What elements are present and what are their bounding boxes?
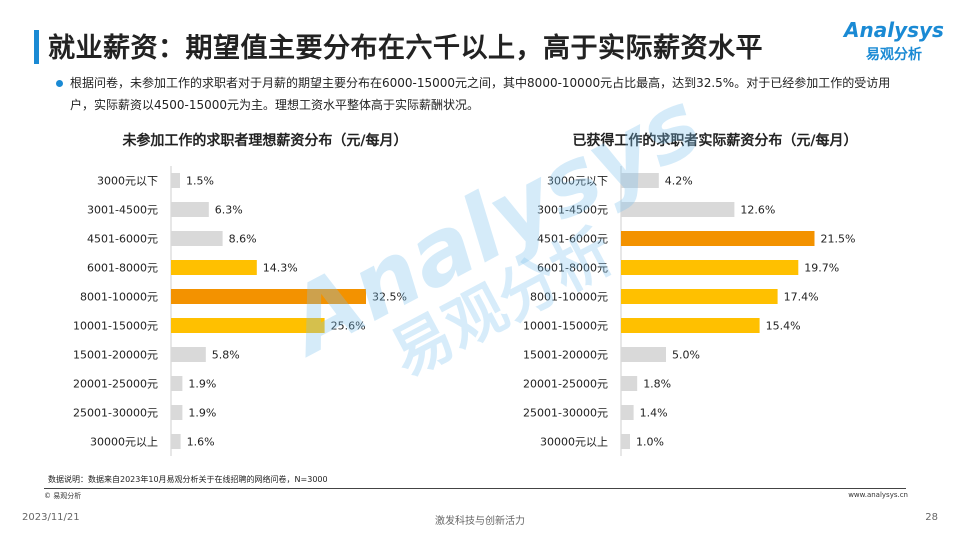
right-bar: [621, 376, 638, 391]
page-title: 就业薪资：期望值主要分布在六千以上，高于实际薪资水平: [48, 33, 763, 64]
right-value-label: 1.0%: [636, 436, 664, 449]
left-value-label: 1.6%: [187, 436, 215, 449]
left-bar: [171, 173, 180, 188]
right-bar: [621, 434, 630, 449]
left-bar-chart: 3000元以下 1.5% 3001-4500元 6.3% 4501-6000元 8.6% 6…: [73, 166, 407, 456]
footer-slogan: 激发科技与创新活力: [435, 516, 525, 527]
footer-divider: [44, 488, 906, 489]
left-value-label: 5.8%: [212, 349, 240, 362]
right-category-label: 3001-4500元: [537, 204, 608, 217]
left-bar: [171, 318, 325, 333]
left-bar: [171, 289, 366, 304]
title-accent-bar: [34, 30, 39, 64]
left-category-label: 30000元以上: [90, 436, 158, 449]
right-category-label: 4501-6000元: [537, 233, 608, 246]
left-category-label: 4501-6000元: [87, 233, 158, 246]
left-value-label: 8.6%: [229, 233, 257, 246]
left-category-label: 25001-30000元: [73, 407, 158, 420]
right-value-label: 19.7%: [804, 262, 839, 275]
left-bar: [171, 260, 257, 275]
copyright-text: © 易观分析: [44, 492, 82, 500]
logo-text-cn: 易观分析: [866, 47, 922, 63]
left-bar: [171, 347, 206, 362]
logo-text-en: Analysys: [844, 18, 944, 42]
analysys-logo: Analysys 易观分析: [844, 18, 944, 68]
left-bar: [171, 434, 181, 449]
left-category-label: 8001-10000元: [80, 291, 158, 304]
footer-date: 2023/11/21: [22, 512, 80, 523]
right-value-label: 17.4%: [784, 291, 819, 304]
left-category-label: 3001-4500元: [87, 204, 158, 217]
left-value-label: 6.3%: [215, 204, 243, 217]
left-chart-title: 未参加工作的求职者理想薪资分布（元/每月）: [122, 133, 408, 149]
right-value-label: 1.8%: [643, 378, 671, 391]
data-note: 数据说明：数据来自2023年10月易观分析关于在线招聘的网络问卷，N=3000: [48, 475, 328, 484]
left-bar: [171, 376, 183, 391]
left-category-label: 3000元以下: [97, 175, 158, 188]
right-value-label: 4.2%: [665, 175, 693, 188]
left-bar: [171, 405, 183, 420]
left-value-label: 25.6%: [331, 320, 366, 333]
right-bar: [621, 260, 799, 275]
right-bar-chart: 3000元以下 4.2% 3001-4500元 12.6% 4501-6000元 21.5…: [523, 166, 856, 456]
left-value-label: 14.3%: [263, 262, 298, 275]
left-category-label: 10001-15000元: [73, 320, 158, 333]
right-category-label: 25001-30000元: [523, 407, 608, 420]
right-value-label: 12.6%: [740, 204, 775, 217]
right-value-label: 15.4%: [766, 320, 801, 333]
right-value-label: 5.0%: [672, 349, 700, 362]
right-bar: [621, 231, 815, 246]
bullet-icon: [56, 80, 63, 87]
left-value-label: 32.5%: [372, 291, 407, 304]
left-value-label: 1.5%: [186, 175, 214, 188]
right-bar: [621, 202, 735, 217]
right-category-label: 15001-20000元: [523, 349, 608, 362]
right-bar: [621, 405, 634, 420]
website-link[interactable]: www.analysys.cn: [848, 491, 908, 499]
left-bar: [171, 231, 223, 246]
left-value-label: 1.9%: [188, 378, 216, 391]
left-value-label: 1.9%: [188, 407, 216, 420]
right-value-label: 1.4%: [640, 407, 668, 420]
right-bar: [621, 173, 659, 188]
left-category-label: 15001-20000元: [73, 349, 158, 362]
description-text: 根据问卷，未参加工作的求职者对于月薪的期望主要分布在6000-15000元之间，…: [70, 76, 891, 112]
right-chart-title: 已获得工作的求职者实际薪资分布（元/每月）: [572, 133, 858, 149]
right-bar: [621, 347, 666, 362]
page-number: 28: [925, 512, 938, 523]
right-category-label: 6001-8000元: [537, 262, 608, 275]
right-category-label: 30000元以上: [540, 436, 608, 449]
right-category-label: 20001-25000元: [523, 378, 608, 391]
right-category-label: 10001-15000元: [523, 320, 608, 333]
right-category-label: 3000元以下: [547, 175, 608, 188]
right-bar: [621, 318, 760, 333]
left-category-label: 20001-25000元: [73, 378, 158, 391]
right-bar: [621, 289, 778, 304]
left-bar: [171, 202, 209, 217]
right-value-label: 21.5%: [821, 233, 856, 246]
left-category-label: 6001-8000元: [87, 262, 158, 275]
right-category-label: 8001-10000元: [530, 291, 608, 304]
